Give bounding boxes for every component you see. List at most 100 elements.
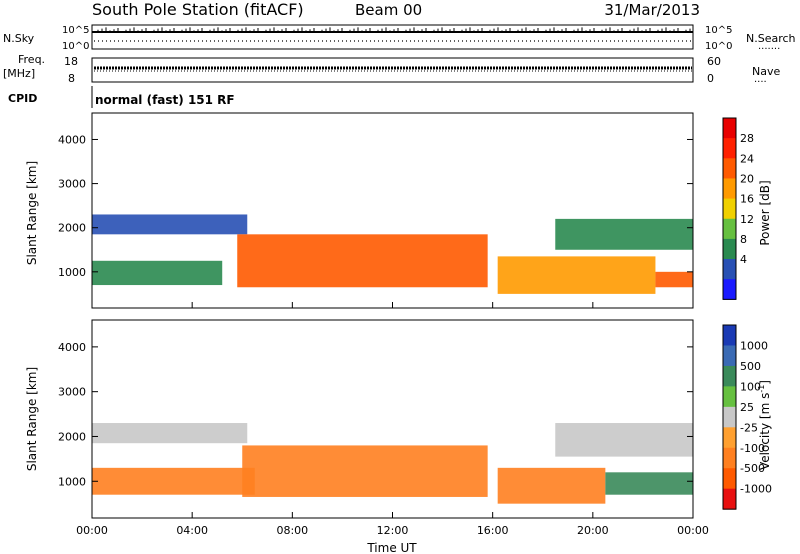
cpid-label: CPID [8,92,37,105]
x-tick-label-5: 20:00 [577,524,609,537]
x-tick-label-1: 04:00 [176,524,208,537]
velocity-colorbar-label-main: Velocity [m s [758,393,772,470]
power-data-layer [92,214,693,294]
velocity-colorbar-tick-6: -500 [740,462,765,475]
noise-tick-high-left: 10^5 [62,25,89,36]
velocity-colorbar-ticks: 1000 500 100 25 -25 -100 -500 -1000 [740,339,772,495]
nsky-trace [93,27,691,32]
velocity-colorbar-frame [722,324,737,510]
velocity-band-0 [92,423,248,444]
power-ytick-label-0: 1000 [58,266,86,279]
velocity-band-3 [497,467,606,504]
freq-label: Freq. [18,53,45,66]
nave-tick-60: 60 [707,55,721,68]
velocity-colorbar-seg-6 [723,447,736,469]
power-colorbar-tick-5: 8 [740,233,747,246]
power-panel: 1000 2000 3000 4000 Slant Range [km] 28 24 20… [25,112,772,309]
nsky-label: N.Sky [3,32,35,45]
power-colorbar-label: Power [dB] [758,180,772,245]
power-colorbar-tick-1: 24 [740,152,754,165]
velocity-colorbar-seg-8 [723,488,736,510]
power-colorbar-ticks: 28 24 20 16 12 8 4 [740,132,754,266]
cpid-value: normal (fast) 151 RF [95,93,235,107]
noise-tick-low-left: 10^0 [62,41,89,52]
power-colorbar-tick-3: 16 [740,193,754,206]
power-colorbar-tick-4: 12 [740,213,754,226]
velocity-panel: 1000 2000 3000 4000 00:00 04:00 08:00 12:00 16:… [25,319,772,554]
power-band-5 [655,271,693,288]
power-ytick-label-3: 4000 [58,133,86,146]
velocity-colorbar-tick-0: 1000 [740,339,768,352]
velocity-ytick-label-2: 3000 [58,386,86,399]
velocity-ytick-label-3: 4000 [58,341,86,354]
power-ytick-label-1: 2000 [58,222,86,235]
velocity-colorbar-tick-4: -25 [740,421,758,434]
velocity-colorbar-label-sup: -1 [757,385,766,393]
velocity-band-5 [605,472,693,495]
power-colorbar-seg-1 [723,138,736,159]
power-ytick-label-2: 3000 [58,178,86,191]
power-band-0 [92,214,248,235]
noise-tick-low-right: 10^0 [705,41,732,52]
power-colorbar-tick-0: 28 [740,132,754,145]
noise-panel-frame [91,24,694,50]
velocity-colorbar-seg-3 [723,386,736,408]
nave-marker: ···· [754,77,767,88]
velocity-colorbar-seg-0 [723,325,736,346]
x-tick-label-4: 16:00 [477,524,509,537]
velocity-colorbar-seg-2 [723,365,736,387]
date-label: 31/Mar/2013 [604,1,700,19]
freq-unit: [MHz] [3,67,35,80]
freq-panel-frame [91,57,694,83]
power-colorbar-tick-2: 20 [740,172,754,185]
velocity-colorbar-seg-7 [723,468,736,490]
freq-panel: Freq. [MHz] 18 8 60 0 Nave ···· [3,53,780,88]
noise-tick-high-right: 10^5 [705,25,732,36]
power-colorbar-tick-6: 4 [740,253,747,266]
power-y-axis-label: Slant Range [km] [25,161,39,265]
x-tick-label-2: 08:00 [276,524,308,537]
velocity-colorbar-seg-4 [723,406,736,428]
velocity-colorbar-tick-3: 25 [740,401,754,414]
nsearch-label: N.Search [746,32,796,45]
power-band-3 [497,256,656,294]
nsearch-marker: ······· [758,44,780,55]
velocity-data-layer [92,423,693,504]
power-colorbar-seg-8 [723,279,736,300]
power-colorbar-seg-6 [723,238,736,260]
power-colorbar-seg-0 [723,118,736,139]
velocity-colorbar-tick-2: 100 [740,380,761,393]
velocity-band-2 [242,445,488,497]
velocity-colorbar-label-close: ] [758,380,772,385]
velocity-ytick-label-1: 2000 [58,430,86,443]
x-tick-label-6: 00:00 [677,524,709,537]
noise-panel: N.Sky 10^5 10^0 10^5 10^0 N.Search ·····… [3,24,796,55]
power-colorbar-seg-4 [723,198,736,220]
velocity-colorbar-seg-5 [723,427,736,449]
x-tick-label-0: 00:00 [76,524,108,537]
beam-label: Beam 00 [355,1,422,19]
velocity-colorbar-tick-5: -100 [740,442,765,455]
velocity-colorbar-label: Velocity [m s-1] [757,380,772,470]
velocity-x-ticks: 00:00 04:00 08:00 12:00 16:00 20:00 00:00 [76,512,709,537]
power-y-ticks: 1000 2000 3000 4000 [58,133,693,279]
velocity-y-axis-label: Slant Range [km] [25,367,39,471]
power-colorbar-seg-2 [723,158,736,179]
x-tick-label-3: 12:00 [377,524,409,537]
velocity-y-ticks: 1000 2000 3000 4000 [58,341,693,488]
velocity-ytick-label-0: 1000 [58,475,86,488]
freq-tick-8: 8 [68,72,75,85]
power-band-2 [237,234,488,288]
nave-label: Nave [752,65,780,78]
velocity-band-4 [555,423,693,457]
nave-tick-0: 0 [707,72,714,85]
power-x-ticks [91,302,694,308]
velocity-colorbar-tick-7: -1000 [740,483,772,496]
power-band-1 [92,260,223,286]
power-colorbar-seg-3 [723,178,736,200]
power-colorbar-seg-5 [723,218,736,240]
power-colorbar-seg-7 [723,259,736,280]
power-colorbar-frame [722,117,737,300]
velocity-band-1 [92,467,255,495]
power-band-4 [555,218,693,250]
